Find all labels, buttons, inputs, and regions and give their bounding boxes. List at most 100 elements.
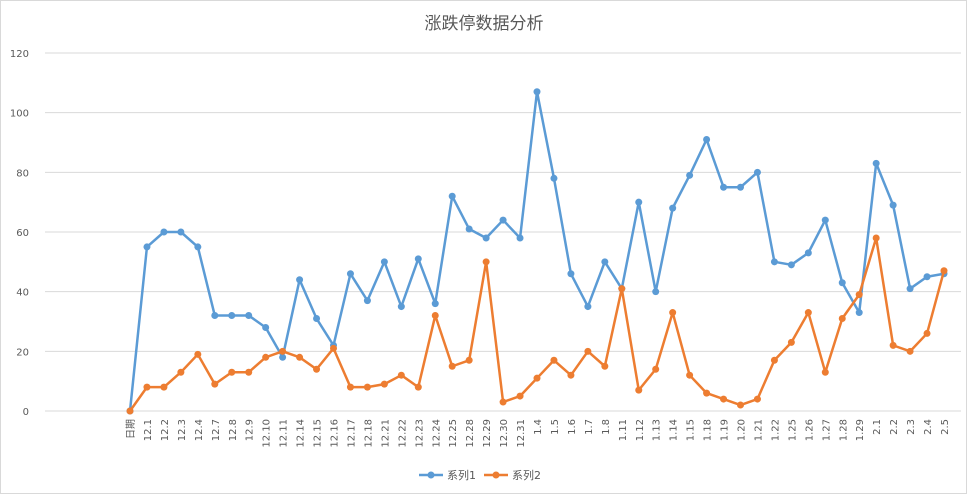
data-point <box>228 368 236 376</box>
data-point <box>431 300 439 308</box>
data-point <box>279 347 287 355</box>
data-point <box>787 338 795 346</box>
data-point <box>380 258 388 266</box>
data-point <box>923 273 931 281</box>
data-point <box>245 312 253 320</box>
x-tick-label: 12.15 <box>313 419 324 448</box>
data-point <box>703 389 711 397</box>
x-tick-label: 2.5 <box>940 419 951 435</box>
x-tick-label: 12.3 <box>177 419 188 441</box>
x-tick-label: 12.10 <box>262 419 273 448</box>
data-point <box>720 395 728 403</box>
data-point <box>669 204 677 212</box>
y-axis-ticks: 0 20 40 60 80 100 120 <box>10 49 29 418</box>
data-point <box>363 297 371 305</box>
x-tick-label: 12.22 <box>397 419 408 448</box>
data-point <box>414 255 422 263</box>
x-tick-label: 1.25 <box>787 419 798 441</box>
x-tick-label: 2.3 <box>906 419 917 435</box>
y-tick-label: 100 <box>10 109 29 120</box>
data-point <box>499 216 507 224</box>
x-tick-label: 12.30 <box>499 419 510 448</box>
x-tick-label: 1.13 <box>652 419 663 441</box>
data-point <box>279 353 287 361</box>
data-point <box>601 258 609 266</box>
data-point <box>211 312 219 320</box>
x-tick-label: 1.29 <box>855 419 866 441</box>
x-tick-label: 1.15 <box>686 419 697 441</box>
data-point <box>482 258 490 266</box>
x-tick-label: 2.4 <box>923 419 934 435</box>
x-tick-label: 12.14 <box>296 419 307 448</box>
data-point <box>346 270 354 278</box>
data-point <box>380 380 388 388</box>
data-point <box>686 171 694 179</box>
data-point <box>211 380 219 388</box>
data-point <box>313 315 321 323</box>
data-point <box>686 371 694 379</box>
data-point <box>787 261 795 269</box>
series-1 <box>126 88 948 415</box>
y-tick-label: 60 <box>16 228 29 239</box>
x-tick-label: 12.25 <box>448 419 459 448</box>
x-tick-label: 1.5 <box>550 419 561 435</box>
x-tick-label: 2.1 <box>872 419 883 435</box>
data-point <box>821 216 829 224</box>
data-point <box>906 347 914 355</box>
x-tick-label: 1.28 <box>838 419 849 441</box>
data-point <box>533 374 541 382</box>
x-tick-label: 12.28 <box>465 419 476 448</box>
data-point <box>838 279 846 287</box>
data-point <box>584 303 592 311</box>
chart-title: 涨跌停数据分析 <box>425 14 544 34</box>
data-point <box>262 353 270 361</box>
data-point <box>550 174 558 182</box>
x-tick-label: 12.18 <box>363 419 374 448</box>
data-point <box>855 309 863 317</box>
data-point <box>160 228 168 236</box>
data-point <box>635 386 643 394</box>
data-point <box>940 267 948 275</box>
legend-label: 系列2 <box>512 468 541 482</box>
x-tick-label: 1.7 <box>584 419 595 435</box>
x-tick-label: 1.8 <box>601 419 612 435</box>
data-point <box>703 136 711 144</box>
data-point <box>245 368 253 376</box>
data-point <box>296 353 304 361</box>
data-point <box>363 383 371 391</box>
data-point <box>228 312 236 320</box>
data-point <box>499 398 507 406</box>
y-tick-label: 80 <box>16 168 29 179</box>
data-point <box>872 234 880 242</box>
x-tick-label: 1.20 <box>737 419 748 441</box>
x-tick-label: 1.11 <box>618 419 629 441</box>
x-tick-label: 1.18 <box>703 419 714 441</box>
series-2 <box>126 234 948 415</box>
data-point <box>160 383 168 391</box>
x-tick-label: 12.23 <box>414 419 425 448</box>
x-tick-label: 1.6 <box>567 419 578 435</box>
legend-item-1: 系列1 <box>419 468 476 482</box>
data-point <box>431 312 439 320</box>
data-point <box>804 249 812 257</box>
data-point <box>465 356 473 364</box>
data-point <box>516 234 524 242</box>
data-point <box>448 362 456 370</box>
legend-label: 系列1 <box>447 468 476 482</box>
x-tick-label: 1.26 <box>804 419 815 441</box>
x-tick-label: 12.29 <box>482 419 493 448</box>
x-tick-label: 1.14 <box>669 419 680 441</box>
y-tick-label: 40 <box>16 288 29 299</box>
x-tick-label: 12.11 <box>279 419 290 448</box>
x-tick-label: 12.2 <box>160 419 171 441</box>
data-point <box>838 315 846 323</box>
x-tick-label: 12.17 <box>346 419 357 448</box>
data-point <box>855 291 863 299</box>
x-tick-label: 1.21 <box>753 419 764 441</box>
data-point <box>414 383 422 391</box>
data-point <box>262 323 270 331</box>
x-tick-label: 12.7 <box>211 419 222 441</box>
data-point <box>143 243 151 251</box>
legend-marker <box>492 471 500 479</box>
data-point <box>652 288 660 296</box>
